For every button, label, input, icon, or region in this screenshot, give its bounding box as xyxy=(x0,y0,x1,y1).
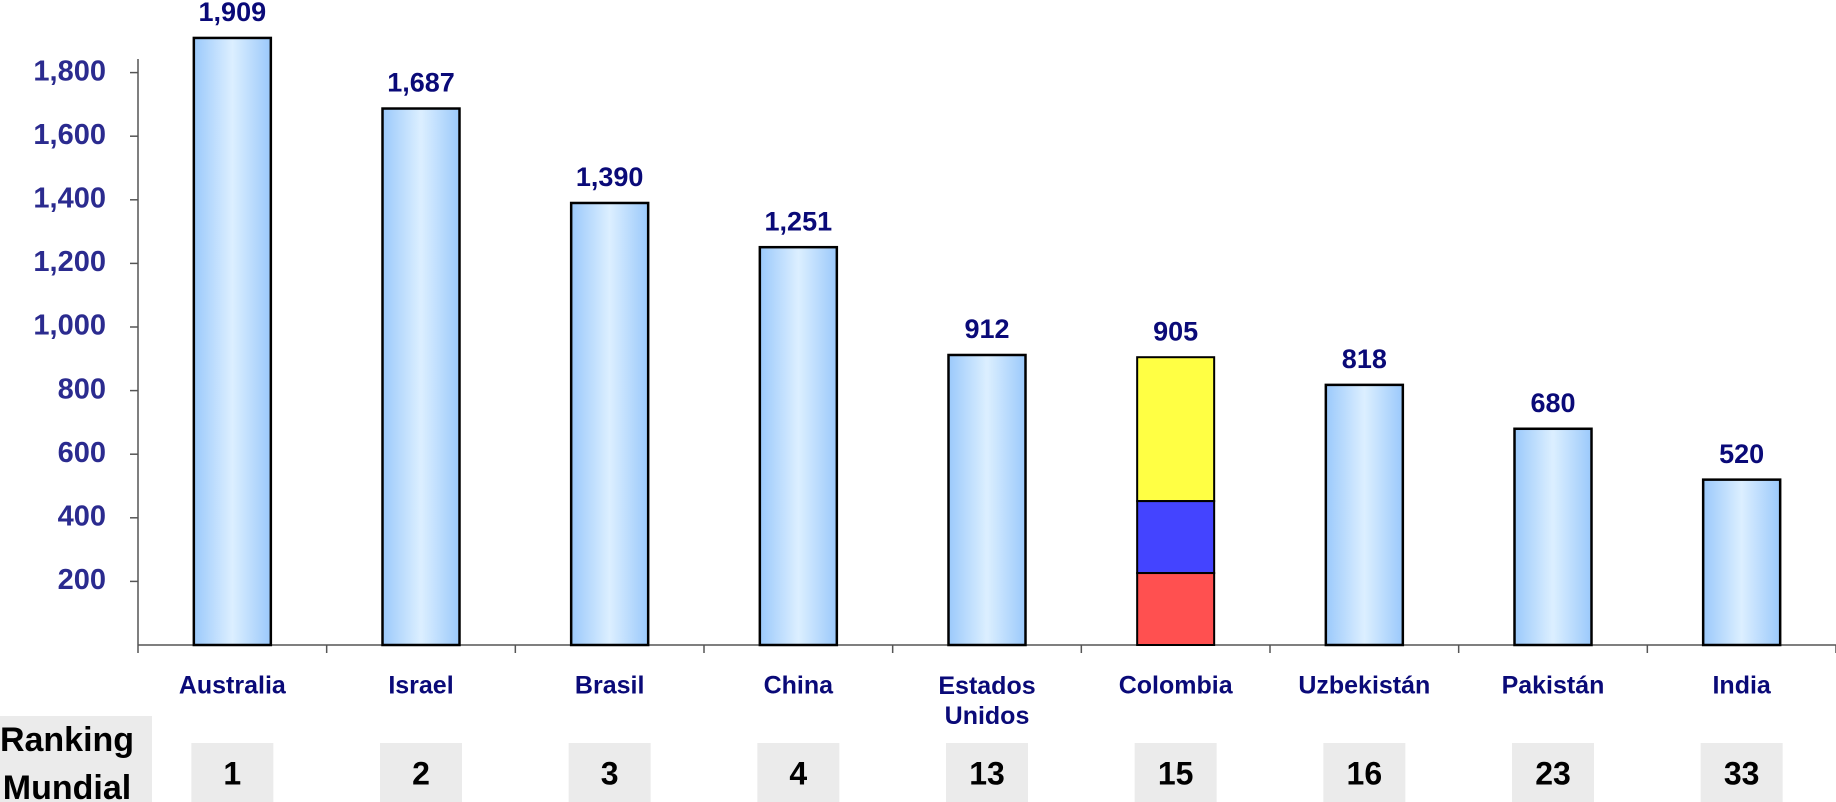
x-tick-label: Australia xyxy=(179,672,287,700)
bar xyxy=(381,107,461,647)
bar xyxy=(569,201,650,647)
y-tick-label: 1,600 xyxy=(33,119,106,151)
value-label: 818 xyxy=(1342,344,1387,374)
rank-box xyxy=(1512,743,1594,802)
x-tick-label: Brasil xyxy=(575,672,644,700)
rank-box xyxy=(191,743,274,802)
rank-value: 16 xyxy=(1347,755,1383,791)
y-tick-label: 1,800 xyxy=(33,55,106,87)
x-tick-label: Colombia xyxy=(1119,672,1234,700)
rank-value: 13 xyxy=(969,755,1005,791)
bar xyxy=(192,36,273,647)
rank-box xyxy=(568,743,651,802)
rank-box xyxy=(380,743,462,802)
x-tick-label: Israel xyxy=(388,672,453,700)
rank-box xyxy=(946,743,1028,802)
x-tick-label: China xyxy=(764,672,835,700)
rank-value: 4 xyxy=(789,755,807,791)
rank-value: 3 xyxy=(601,755,619,791)
x-tick-label: India xyxy=(1712,672,1771,700)
rank-box xyxy=(1134,743,1217,802)
y-tick-label: 200 xyxy=(58,564,106,596)
bar-stripe xyxy=(1136,356,1216,503)
y-tick-label: 600 xyxy=(58,437,106,469)
bar xyxy=(1324,383,1405,647)
x-tick-label: Uzbekistán xyxy=(1298,672,1430,700)
bar xyxy=(758,245,839,647)
bar-stripe xyxy=(1136,572,1216,646)
bar xyxy=(947,353,1027,647)
rank-value: 33 xyxy=(1724,755,1760,791)
x-tick-label: Estados Unidos xyxy=(938,672,1035,730)
value-label: 1,390 xyxy=(576,162,644,192)
rank-value: 15 xyxy=(1158,755,1194,791)
bar xyxy=(1136,356,1216,646)
x-tick-line: Unidos xyxy=(945,702,1030,730)
bar xyxy=(1513,427,1593,647)
y-tick-label: 400 xyxy=(58,500,106,532)
y-tick-label: 800 xyxy=(58,373,106,405)
rank-value: 1 xyxy=(223,755,241,791)
rank-box xyxy=(1323,743,1406,802)
x-tick-line: Estados xyxy=(938,672,1035,700)
bar-stripe xyxy=(1136,500,1216,575)
bar xyxy=(1701,478,1782,647)
value-label: 680 xyxy=(1530,388,1575,418)
rank-box xyxy=(1700,743,1783,802)
ranking-label: Ranking Mundial xyxy=(0,716,152,802)
value-label: 1,251 xyxy=(765,206,833,236)
value-label: 912 xyxy=(964,314,1009,344)
value-label: 1,909 xyxy=(199,0,267,27)
value-label: 520 xyxy=(1719,439,1764,469)
value-label: 905 xyxy=(1153,316,1198,346)
x-tick-label: Pakistán xyxy=(1502,672,1605,700)
y-tick-label: 1,000 xyxy=(33,310,106,342)
value-label: 1,687 xyxy=(387,68,455,98)
rank-value: 2 xyxy=(412,755,430,791)
y-tick-label: 1,400 xyxy=(33,182,106,214)
rank-box xyxy=(757,743,840,802)
rank-value: 23 xyxy=(1535,755,1571,791)
y-tick-label: 1,200 xyxy=(33,246,106,278)
